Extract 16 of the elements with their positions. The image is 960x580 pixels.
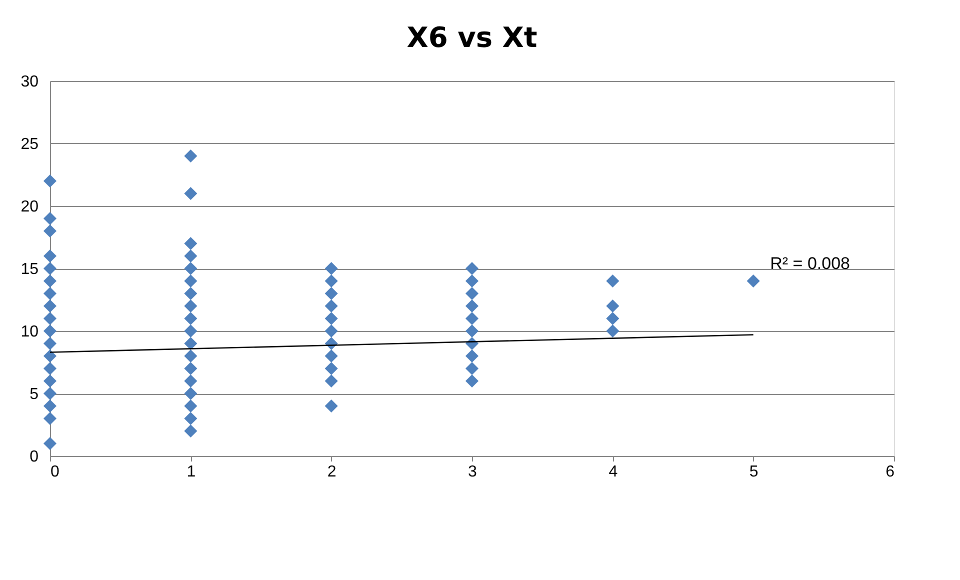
y-tick-label: 30	[20, 74, 39, 90]
y-tick-label: 15	[20, 261, 39, 278]
chart-title: X6 vs Xt	[406, 21, 538, 54]
y-tick-label: 25	[20, 136, 39, 153]
y-tick-label: 10	[20, 324, 39, 340]
x-tick-label: 6	[886, 464, 895, 480]
x-tick-label: 2	[327, 464, 336, 480]
y-tick-label: 5	[30, 386, 39, 403]
x-tick-label: 3	[468, 464, 478, 480]
x-tick-label: 0	[50, 464, 60, 480]
y-tick-label: 0	[30, 448, 39, 466]
annotation: R² = 0.008	[770, 254, 850, 273]
x-tick-label: 5	[749, 464, 758, 480]
x-tick-label: 1	[186, 464, 196, 480]
x-tick-label: 4	[608, 464, 618, 480]
y-tick-label: 20	[20, 198, 39, 216]
